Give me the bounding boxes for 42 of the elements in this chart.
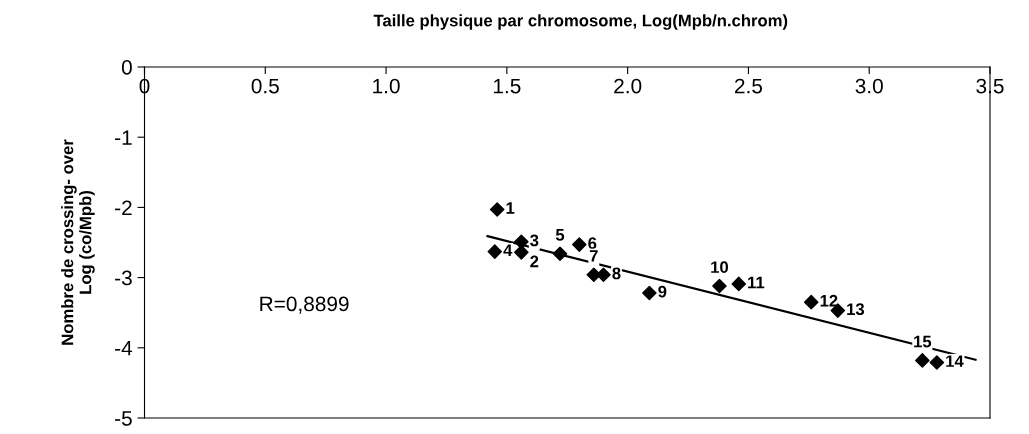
annotation: 11 bbox=[748, 276, 765, 289]
y-tick-label: -4 bbox=[115, 341, 133, 356]
point bbox=[572, 237, 587, 252]
point bbox=[803, 294, 819, 310]
y-tick-label: -3 bbox=[115, 270, 132, 286]
point bbox=[731, 276, 747, 292]
point bbox=[712, 278, 727, 294]
point bbox=[596, 267, 611, 283]
chart-title: Taille physique par chromosome, Log(Mpb/n.chrom) bbox=[373, 14, 788, 30]
annotation: 12 bbox=[820, 294, 838, 307]
point bbox=[642, 285, 657, 301]
annotation: 7 bbox=[589, 250, 598, 262]
annotation: 6 bbox=[588, 237, 597, 250]
annotation: 4 bbox=[503, 244, 513, 256]
point bbox=[487, 244, 503, 259]
x-tick-label: 1.0 bbox=[373, 78, 400, 94]
point bbox=[489, 202, 505, 217]
point bbox=[552, 246, 568, 262]
x-tick-label: 2.0 bbox=[614, 78, 642, 94]
annotation: 14 bbox=[946, 355, 964, 367]
y-tick-label: -2 bbox=[115, 200, 132, 215]
x-tick-label: 3.0 bbox=[855, 78, 883, 94]
annotation: 1 bbox=[506, 202, 515, 214]
y-tick-label: 0 bbox=[121, 60, 132, 75]
annotation: R=0,8899 bbox=[260, 296, 349, 314]
annotation: 2 bbox=[530, 255, 539, 268]
annotation: 10 bbox=[711, 261, 729, 274]
point bbox=[514, 245, 529, 260]
x-tick-label: 2.5 bbox=[735, 78, 763, 94]
annotation: 9 bbox=[658, 285, 667, 298]
y-tick-label: -5 bbox=[115, 411, 132, 426]
y-axis-title: Nombre de crossing- over Log (co/Mpb) bbox=[61, 139, 95, 345]
x-tick-label: 0.5 bbox=[251, 78, 279, 94]
point bbox=[915, 353, 930, 368]
annotation: 15 bbox=[914, 335, 932, 348]
annotation: 8 bbox=[612, 267, 621, 280]
y-tick-label: -1 bbox=[115, 130, 132, 145]
x-tick-label: 1.5 bbox=[493, 78, 521, 94]
point bbox=[929, 355, 945, 370]
annotation: 13 bbox=[847, 303, 865, 316]
annotation: 5 bbox=[555, 229, 565, 241]
annotation: 3 bbox=[530, 234, 539, 247]
